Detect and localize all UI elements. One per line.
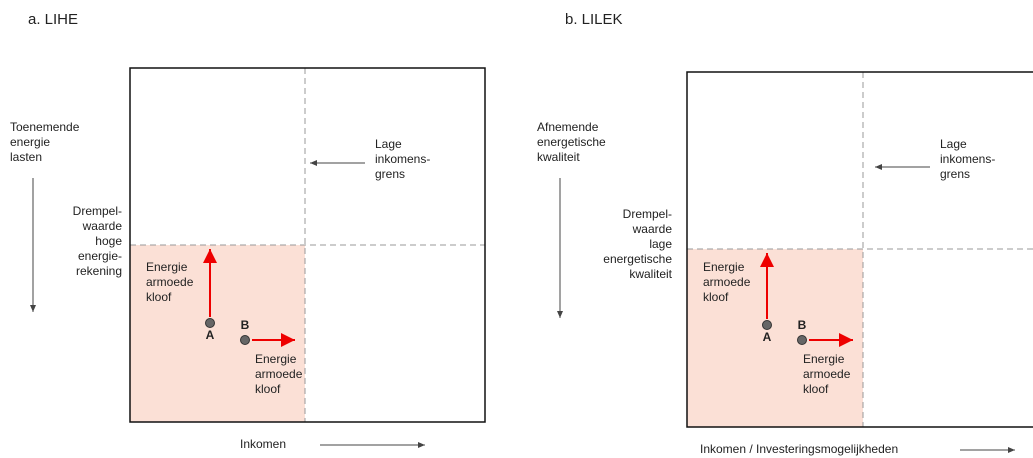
income-limit-label: Lage <box>940 137 967 151</box>
threshold-label: waarde <box>82 219 123 233</box>
gap-label: armoede <box>255 367 303 381</box>
frame <box>686 71 1033 428</box>
gap-label: Energie <box>255 352 297 366</box>
income-limit-label: inkomens- <box>940 152 995 166</box>
threshold-label: kwaliteit <box>629 267 672 281</box>
point-a-label: A <box>763 330 772 344</box>
y-axis-label: Afnemende <box>537 120 599 134</box>
gap-label: kloof <box>255 382 281 396</box>
gap-label: kloof <box>803 382 829 396</box>
point-b <box>797 335 807 345</box>
point-b-label: B <box>241 318 250 332</box>
y-axis-label: energetische <box>537 135 606 149</box>
income-limit-label: grens <box>375 167 405 181</box>
threshold-label: Drempel- <box>73 204 122 218</box>
y-axis-label: kwaliteit <box>537 150 580 164</box>
y-axis-label: energie <box>10 135 50 149</box>
energy-poverty-zone <box>130 245 305 422</box>
point-a <box>762 320 772 330</box>
threshold-label: hoge <box>95 234 122 248</box>
gap-label: armoede <box>803 367 851 381</box>
gap-label: Energie <box>146 260 188 274</box>
gap-label: kloof <box>146 290 172 304</box>
threshold-label: energie- <box>78 249 122 263</box>
point-b <box>240 335 250 345</box>
gap-label: Energie <box>703 260 745 274</box>
threshold-label: waarde <box>632 222 673 236</box>
panel-title: b. LILEK <box>565 11 623 28</box>
income-limit-label: grens <box>940 167 970 181</box>
panel-title: a. LIHE <box>28 11 78 28</box>
gap-label: armoede <box>703 275 751 289</box>
energy-poverty-zone <box>687 249 863 427</box>
point-a-label: A <box>206 328 215 342</box>
income-limit-label: Lage <box>375 137 402 151</box>
y-axis-label: Toenemende <box>10 120 80 134</box>
point-b-label: B <box>798 318 807 332</box>
gap-label: armoede <box>146 275 194 289</box>
point-a <box>205 318 215 328</box>
threshold-label: rekening <box>76 264 122 278</box>
frame <box>129 67 486 423</box>
threshold-label: Drempel- <box>623 207 672 221</box>
gap-label: kloof <box>703 290 729 304</box>
x-axis-label: Inkomen <box>240 437 286 451</box>
threshold-label: lage <box>649 237 672 251</box>
threshold-label: energetische <box>603 252 672 266</box>
x-axis-label: Inkomen / Investeringsmogelijkheden <box>700 442 898 456</box>
income-limit-label: inkomens- <box>375 152 430 166</box>
y-axis-label: lasten <box>10 150 42 164</box>
gap-label: Energie <box>803 352 845 366</box>
